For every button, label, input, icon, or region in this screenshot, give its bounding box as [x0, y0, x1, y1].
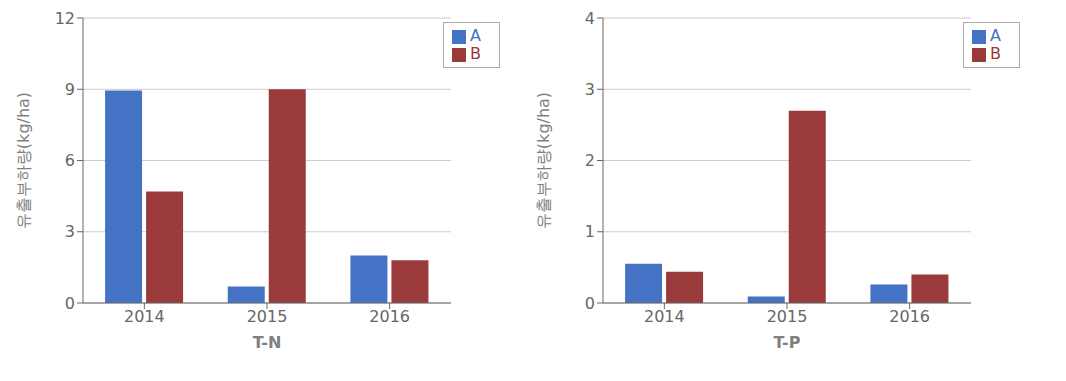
svg-text:2016: 2016 — [369, 307, 410, 326]
svg-text:2015: 2015 — [767, 307, 808, 326]
svg-text:T-N: T-N — [253, 333, 282, 352]
svg-text:0: 0 — [585, 294, 595, 313]
svg-text:1: 1 — [585, 222, 595, 241]
svg-text:4: 4 — [585, 9, 595, 28]
svg-text:T-P: T-P — [774, 333, 801, 352]
html-text:B: B — [990, 44, 1001, 63]
svg-text:6: 6 — [65, 151, 75, 170]
html-text:B: B — [470, 44, 481, 63]
svg-text:12: 12 — [55, 9, 75, 28]
html-text:A: A — [470, 26, 481, 45]
svg-text:2: 2 — [585, 151, 595, 170]
svg-text:3: 3 — [65, 222, 75, 241]
svg-text:0: 0 — [65, 294, 75, 313]
svg-text:2015: 2015 — [247, 307, 288, 326]
svg-text:유출부하량(kg/ha): 유출부하량(kg/ha) — [14, 92, 33, 229]
svg-text:2016: 2016 — [889, 307, 930, 326]
svg-text:3: 3 — [585, 80, 595, 99]
svg-text:2014: 2014 — [124, 307, 165, 326]
svg-text:유출부하량(kg/ha): 유출부하량(kg/ha) — [534, 92, 553, 229]
svg-text:9: 9 — [65, 80, 75, 99]
html-text:A: A — [990, 26, 1001, 45]
svg-text:2014: 2014 — [644, 307, 685, 326]
